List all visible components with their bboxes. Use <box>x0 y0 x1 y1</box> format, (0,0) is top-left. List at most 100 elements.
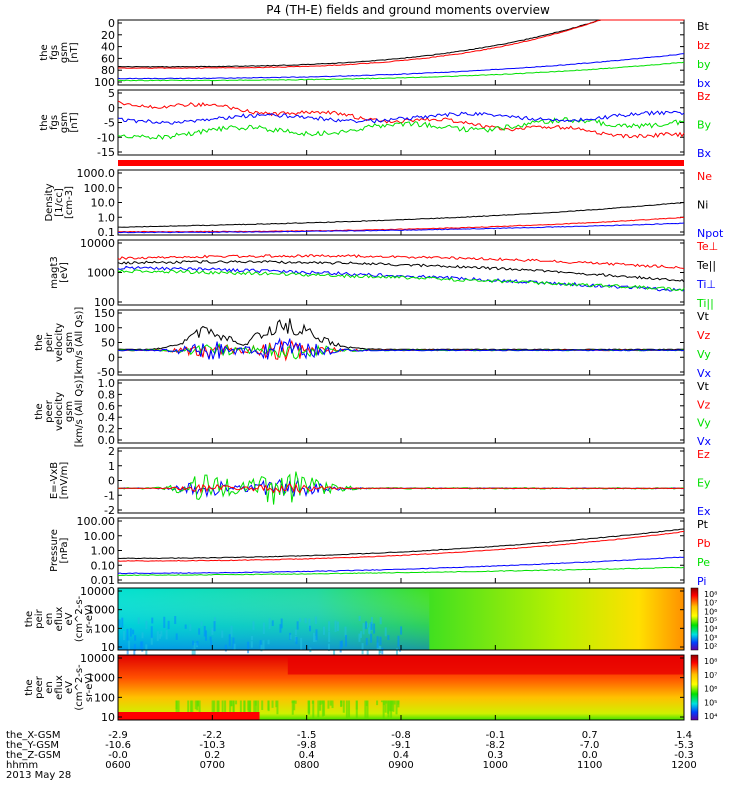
ion-spectrogram-cell <box>327 643 330 652</box>
electron-spectrogram-low-band <box>118 712 260 720</box>
electron-spectrogram-cell <box>267 700 270 712</box>
legend-Bx: Bx <box>697 147 712 160</box>
panel-6-frame <box>117 379 685 444</box>
electron-spectrogram-cell <box>392 700 395 712</box>
y-tick-label: 100.0 <box>84 182 116 195</box>
ion-spectrogram-cell <box>151 617 154 624</box>
panel-6-ylabel: velocity <box>54 392 65 431</box>
y-tick-label: 1.0 <box>98 377 116 390</box>
y-tick-label: 0.01 <box>91 574 116 587</box>
electron-spectrogram-cell <box>221 700 224 717</box>
ion-spectrogram-cell <box>358 615 361 622</box>
legend-Pt: Pt <box>697 518 709 531</box>
electron-spectrogram-cell <box>217 700 220 716</box>
electron-spectrogram-cell <box>340 700 343 708</box>
ion-spectrogram-cell <box>267 639 270 645</box>
colorbar-10 <box>690 654 699 721</box>
ion-spectrogram-cell <box>209 636 212 641</box>
panel-6-ylabel: [km/s (All Qs)] <box>74 376 85 448</box>
x-axis-value: 0.4 <box>299 750 315 761</box>
legend-Ti||: Ti|| <box>696 297 714 310</box>
series-Vt-line <box>117 318 684 351</box>
ion-spectrogram-cell <box>334 620 337 632</box>
panel-3-ylabel: [1/cc] <box>54 188 65 217</box>
ion-spectrogram-cell <box>252 621 255 630</box>
panel-6-ylabel: peer <box>44 399 55 423</box>
electron-spectrogram-cell <box>382 700 385 719</box>
ion-spectrogram-cell <box>370 617 373 624</box>
y-tick-label: 80 <box>101 64 115 77</box>
ion-spectrogram-cell <box>360 631 363 638</box>
y-tick-label: 40 <box>101 41 115 54</box>
ion-spectrogram-cell <box>259 640 262 648</box>
ion-spectrogram-cell <box>224 644 227 652</box>
series-Ez-line <box>117 482 685 494</box>
legend-Vz: Vz <box>697 329 711 342</box>
electron-spectrogram-cell <box>291 700 294 715</box>
ion-spectrogram-cell <box>150 637 153 645</box>
electron-spectrogram-cell <box>292 700 295 703</box>
series-Pi-line <box>117 556 685 575</box>
ion-spectrogram-cell <box>150 626 153 639</box>
legend-Pb: Pb <box>697 537 711 550</box>
y-tick-label: 1000 <box>87 604 115 617</box>
ion-spectrogram-cell <box>365 622 368 628</box>
electron-spectrogram-cell <box>294 700 297 704</box>
panel-10-ylabel: sr-eV) <box>84 673 95 702</box>
ion-spectrogram-cell <box>300 637 303 650</box>
legend-Npot: Npot <box>697 227 724 240</box>
y-tick-label: -2 <box>104 504 115 517</box>
x-axis-value: -8.2 <box>486 740 506 751</box>
series-Npot-line <box>117 222 685 234</box>
panel-7-ylabel: E=-VxB <box>49 462 60 499</box>
electron-spectrogram-cell <box>365 700 368 707</box>
panel-5-ylabel: peir <box>44 332 55 352</box>
panel-5-ylabel: gsm <box>64 332 75 353</box>
electron-spectrogram-cell <box>327 700 330 709</box>
panel-1-ylabel: the <box>39 44 50 60</box>
x-axis-value: 1100 <box>577 760 602 771</box>
ion-spectrogram-cell <box>340 640 343 648</box>
ion-spectrogram-cell <box>128 640 131 651</box>
panel-5-ylabel: [km/s (All Qs)] <box>74 307 85 379</box>
y-tick-label: 1000 <box>87 672 115 685</box>
y-tick-label: 0.1 <box>98 226 116 239</box>
panel-3-ylabel: [cm-3] <box>64 186 75 219</box>
electron-spectrogram-cell <box>261 700 264 711</box>
electron-spectrogram-cell <box>191 700 194 717</box>
x-axis-row-label: hhmm <box>6 760 38 771</box>
electron-spectrogram-cell <box>239 700 242 719</box>
ion-spectrogram-cell <box>250 635 253 641</box>
electron-spectrogram-cell <box>271 700 274 708</box>
ion-spectrogram-cell <box>213 621 216 632</box>
electron-spectrogram-cell <box>224 700 227 714</box>
y-tick-label: 5 <box>108 87 115 100</box>
y-tick-label: 10.00 <box>84 530 116 543</box>
legend-Vy: Vy <box>697 348 711 361</box>
ion-spectrogram-cell <box>134 635 137 641</box>
y-tick-label: 100 <box>94 622 115 635</box>
ion-spectrogram-cell <box>361 643 364 655</box>
ion-spectrogram-cell <box>397 635 400 647</box>
y-tick-label: 10000 <box>80 652 115 665</box>
ion-spectrogram-cell <box>379 617 382 625</box>
y-tick-label: 1000.0 <box>77 167 116 180</box>
legend-Vz: Vz <box>697 398 711 411</box>
ion-spectrogram-cell <box>344 626 347 637</box>
electron-spectrogram-cell <box>254 700 257 719</box>
ion-spectrogram-cell <box>309 625 312 632</box>
y-tick-label: 10 <box>101 641 115 654</box>
ion-spectrogram-cell <box>384 627 387 637</box>
panel-4-ylabel: [eV] <box>59 262 70 283</box>
electron-spectrogram-cell <box>257 700 260 712</box>
y-tick-label: 100.00 <box>77 515 116 528</box>
series-bx-line <box>117 53 685 80</box>
panel-9-ylabel: sr-eV) <box>84 604 95 633</box>
electron-spectrogram-cell <box>364 700 367 719</box>
legend-Vy: Vy <box>697 417 711 430</box>
panel-7-ylabel: [mV/m] <box>59 462 70 500</box>
legend-Ni: Ni <box>697 199 708 212</box>
ion-spectrogram-cell <box>304 617 307 624</box>
electron-spectrogram-cell <box>276 700 279 715</box>
panel-5-frame <box>117 309 685 376</box>
